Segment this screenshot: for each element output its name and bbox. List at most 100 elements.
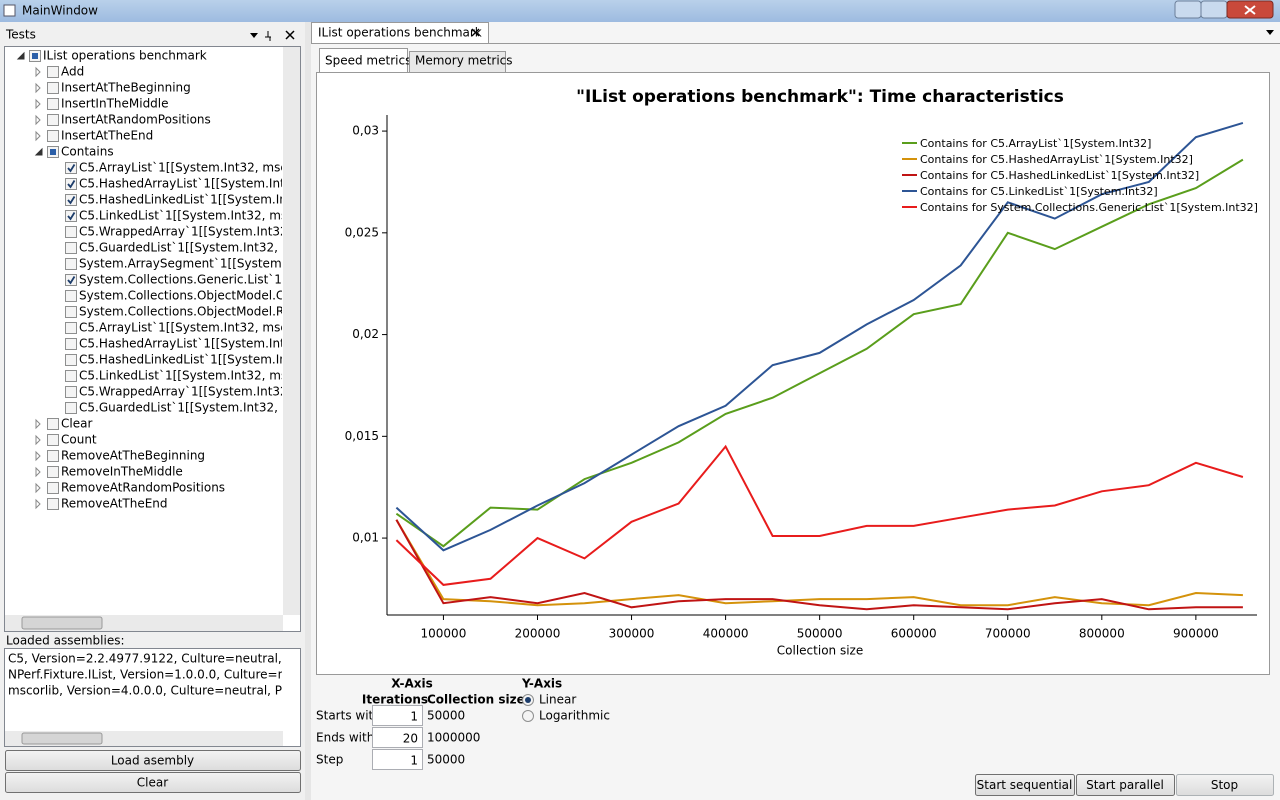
checkbox[interactable]: [47, 466, 59, 478]
expander[interactable]: [35, 450, 41, 462]
tree-item[interactable]: C5.ArrayList`1[[System.Int32, mscorlib,: [65, 161, 318, 175]
button[interactable]: Load asembly: [5, 750, 301, 771]
tree-item[interactable]: C5.GuardedList`1[[System.Int32, mscor: [65, 241, 319, 255]
tree-item[interactable]: InsertAtTheBeginning: [35, 81, 191, 95]
button-face[interactable]: [5, 750, 301, 771]
scroll-thumb[interactable]: [21, 616, 103, 630]
panel-pin[interactable]: [265, 31, 271, 41]
checkbox[interactable]: [47, 418, 59, 430]
tree-item[interactable]: C5.HashedLinkedList`1[[System.Int32, m: [65, 193, 327, 207]
tree-item[interactable]: Contains: [34, 145, 114, 159]
tree-item[interactable]: C5.WrappedArray`1[[System.Int32, msc: [65, 225, 320, 239]
scroll-thumb[interactable]: [21, 732, 103, 745]
tree-item[interactable]: RemoveInTheMiddle: [35, 465, 183, 479]
expander[interactable]: [35, 130, 41, 142]
tree-item[interactable]: System.Collections.ObjectModel.Colle: [65, 289, 306, 303]
text-field[interactable]: [372, 705, 423, 726]
button-face[interactable]: [975, 774, 1075, 796]
expander[interactable]: [35, 418, 41, 430]
checkbox[interactable]: [47, 482, 59, 494]
expander[interactable]: [35, 498, 41, 510]
tree-item[interactable]: C5.HashedLinkedList`1[[System.Int32, m: [65, 353, 327, 367]
button[interactable]: Start sequential: [975, 774, 1075, 796]
tree-item[interactable]: Count: [35, 433, 97, 447]
expander[interactable]: [35, 482, 41, 494]
checkbox[interactable]: [47, 98, 59, 110]
assembly-item: C5, Version=2.2.4977.9122, Culture=neutr…: [8, 652, 330, 666]
button-face[interactable]: [1076, 774, 1175, 796]
button-face[interactable]: [5, 772, 301, 793]
checkbox[interactable]: [65, 178, 77, 190]
button[interactable]: Start parallel: [1076, 774, 1175, 796]
panel-close[interactable]: [285, 30, 295, 40]
expander[interactable]: [35, 466, 41, 478]
checkbox[interactable]: [65, 162, 77, 174]
document-tab-close[interactable]: [471, 28, 480, 37]
vertical-scrollbar[interactable]: [283, 47, 300, 615]
tree-item[interactable]: System.Collections.ObjectModel.ReadO: [65, 305, 316, 319]
text-field[interactable]: [372, 727, 423, 748]
page-tab[interactable]: [319, 48, 408, 73]
expander[interactable]: [16, 51, 25, 60]
checkbox[interactable]: [47, 498, 59, 510]
tree-item[interactable]: Clear: [35, 417, 92, 431]
tree-item[interactable]: C5.HashedArrayList`1[[System.Int32, m: [65, 337, 320, 351]
page-tab[interactable]: [409, 51, 506, 73]
tree-item[interactable]: C5.LinkedList`1[[System.Int32, mscorlib: [65, 209, 321, 223]
tree-item[interactable]: C5.GuardedList`1[[System.Int32, mscor: [65, 401, 319, 415]
checkbox[interactable]: [65, 322, 77, 334]
expander[interactable]: [35, 98, 41, 110]
checkbox[interactable]: [65, 306, 77, 318]
checkbox[interactable]: [47, 434, 59, 446]
button[interactable]: Stop: [1176, 774, 1274, 796]
button[interactable]: Clear: [5, 772, 301, 793]
chart: "IList operations benchmark": Time chara…: [345, 87, 1258, 658]
expander[interactable]: [35, 434, 41, 446]
panel-menu[interactable]: [250, 33, 258, 38]
checkbox[interactable]: [65, 194, 77, 206]
radio[interactable]: [522, 710, 534, 722]
button-face[interactable]: [1176, 774, 1274, 796]
checkbox[interactable]: [65, 210, 77, 222]
tree-item[interactable]: RemoveAtTheEnd: [35, 497, 168, 511]
expander[interactable]: [35, 82, 41, 94]
expander[interactable]: [35, 66, 41, 78]
tree-item[interactable]: C5.WrappedArray`1[[System.Int32, msc: [65, 385, 320, 399]
expander[interactable]: [35, 114, 41, 126]
checkbox[interactable]: [47, 450, 59, 462]
checkbox[interactable]: [65, 354, 77, 366]
checkbox[interactable]: [47, 82, 59, 94]
checkbox[interactable]: [65, 370, 77, 382]
checkbox[interactable]: [47, 66, 59, 78]
tree-item[interactable]: System.Collections.Generic.List`1[[Syst: [65, 273, 318, 287]
assembly-item: mscorlib, Version=4.0.0.0, Culture=neutr…: [8, 684, 325, 698]
checkbox[interactable]: [65, 274, 77, 286]
x-tick-label: 900000: [1173, 627, 1219, 641]
document-menu[interactable]: [1266, 30, 1274, 35]
tree-item[interactable]: RemoveAtRandomPositions: [35, 481, 225, 495]
tree-item[interactable]: C5.LinkedList`1[[System.Int32, mscorli: [65, 369, 313, 383]
tree-item[interactable]: C5.ArrayList`1[[System.Int32, mscorlib,: [65, 321, 318, 335]
expander[interactable]: [34, 147, 43, 156]
tree-item[interactable]: C5.HashedArrayList`1[[System.Int32, m: [65, 177, 320, 191]
checkbox[interactable]: [65, 290, 77, 302]
maximize-button[interactable]: [1200, 0, 1228, 19]
text-field[interactable]: [372, 749, 423, 770]
checkbox[interactable]: [65, 338, 77, 350]
checkbox[interactable]: [65, 242, 77, 254]
minimize-button[interactable]: [1174, 0, 1202, 19]
checkbox[interactable]: [65, 258, 77, 270]
checkbox[interactable]: [65, 386, 77, 398]
tree-item[interactable]: IList operations benchmark: [16, 49, 207, 63]
checkbox-check: [67, 212, 76, 221]
tree-item[interactable]: InsertAtTheEnd: [35, 129, 153, 143]
checkbox[interactable]: [65, 226, 77, 238]
tree-item[interactable]: InsertInTheMiddle: [35, 97, 169, 111]
checkbox[interactable]: [47, 114, 59, 126]
tree-item[interactable]: System.ArraySegment`1[[System.Int32,: [65, 257, 321, 271]
checkbox[interactable]: [47, 130, 59, 142]
checkbox[interactable]: [65, 402, 77, 414]
tree-item[interactable]: InsertAtRandomPositions: [35, 113, 211, 127]
tree-item[interactable]: RemoveAtTheBeginning: [35, 449, 205, 463]
tree-item[interactable]: Add: [35, 65, 84, 79]
